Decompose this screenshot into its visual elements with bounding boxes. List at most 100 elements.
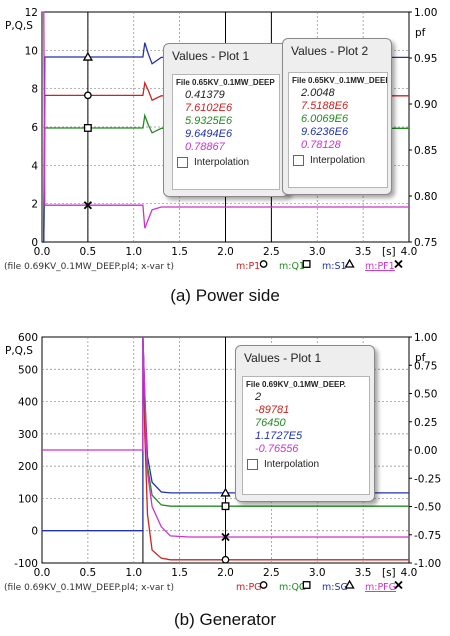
interpolation-checkbox[interactable]: Interpolation — [243, 459, 369, 470]
legend-marker-triangle-icon — [344, 258, 355, 268]
x-tick-label: 4.0 — [401, 567, 418, 579]
y2-tick-label: 0.75 — [414, 237, 437, 249]
caption-generator: (b) Generator — [173, 610, 277, 629]
y2-tick-label: 0.90 — [414, 99, 437, 111]
series-line-m-pg — [142, 336, 409, 561]
legend-label: m:SG — [322, 582, 348, 593]
x-tick-label: 4.0 — [401, 246, 418, 258]
values-box-file: File 0.65KV_0.1MW_DEEP — [176, 78, 275, 87]
y-tick-label: 10 — [25, 45, 38, 57]
legend-label: m:P1 — [236, 261, 260, 272]
file-footer: (file 0.69KV_0.1MW_DEEP.pl4; x-var t) — [4, 262, 174, 272]
plot-generator: 0.0 0.5 1.0 1.5 2.0 2.5 3.0 3.5 4.0[s]-100010020… — [4, 332, 441, 593]
x-tick-label: 2.0 — [217, 567, 234, 579]
value-time: 2.0048 — [301, 87, 335, 99]
interpolation-label: Interpolation — [310, 155, 366, 166]
checkbox-icon[interactable] — [247, 459, 258, 470]
x-tick-label: 3.5 — [355, 567, 372, 579]
series-marker — [221, 555, 230, 564]
value-q: 6.0069E6 — [301, 113, 349, 125]
interpolation-checkbox[interactable]: Interpolation — [173, 157, 279, 168]
checkbox-icon[interactable] — [293, 155, 304, 166]
x-tick-label: 0.5 — [80, 246, 97, 258]
values-box-plot1-power[interactable]: Values - Plot 1 File 0.65KV_0.1MW_DEEP 0… — [163, 43, 289, 197]
series-line-m-pf1 — [42, 11, 409, 229]
x-tick-label: 1.0 — [125, 567, 142, 579]
y2-tick-label: 0.85 — [414, 145, 437, 157]
series-marker — [83, 124, 92, 132]
legend-marker-square-icon — [302, 581, 311, 589]
y-tick-label: 100 — [18, 493, 38, 505]
series-marker — [220, 487, 231, 497]
x-axis-unit: [s] — [382, 567, 396, 579]
y-axis-label: P,Q,S — [5, 20, 33, 32]
legend-label: m:PG — [236, 582, 262, 593]
y-tick-label: 600 — [18, 332, 38, 344]
y2-tick-label: 0.50 — [414, 389, 437, 401]
values-box-title: Values - Plot 2 — [291, 44, 369, 58]
y-tick-label: 2 — [31, 199, 38, 211]
legend-marker-x-icon — [394, 259, 403, 269]
interpolation-checkbox[interactable]: Interpolation — [289, 155, 387, 166]
series-marker — [84, 91, 92, 100]
value-s: 1.1727E5 — [255, 430, 303, 442]
y-axis-label: P,Q,S — [5, 345, 33, 357]
legend-marker-circle-icon — [259, 581, 268, 589]
value-p: 7.5188E6 — [301, 100, 349, 112]
legend-marker-square-icon — [302, 260, 311, 268]
series-marker — [221, 502, 230, 511]
legend-label: m:QG — [279, 582, 306, 593]
y2-tick-label: 0.95 — [414, 53, 437, 65]
value-q: 76450 — [255, 417, 286, 429]
x-tick-label: 0.5 — [80, 567, 97, 579]
y-tick-label: 0 — [31, 237, 38, 249]
y2-tick-label: -0.50 — [414, 502, 441, 514]
legend-marker-triangle-icon — [344, 579, 355, 589]
y2-tick-label: 0.75 — [414, 360, 437, 372]
x-tick-label: 2.5 — [263, 246, 280, 258]
y-tick-label: -100 — [14, 558, 38, 570]
legend-label: m:S1 — [322, 261, 347, 272]
values-box-title: Values - Plot 1 — [172, 49, 250, 63]
x-tick-label: 0.0 — [34, 246, 51, 258]
y2-tick-label: 1.00 — [414, 332, 437, 344]
x-tick-label: 1.5 — [171, 246, 188, 258]
y2-tick-label: -1.00 — [414, 558, 441, 570]
legend-label: m:Q1 — [279, 261, 305, 272]
y-tick-label: 300 — [18, 429, 38, 441]
value-p: 7.6102E6 — [185, 102, 233, 114]
legend-label: m:PF1 — [365, 261, 395, 272]
series-marker — [82, 51, 93, 61]
series-line-m-pfg — [42, 336, 409, 538]
y-tick-label: 4 — [31, 160, 38, 172]
value-pf: -0.76556 — [255, 443, 299, 455]
series-marker — [83, 201, 93, 210]
value-s: 9.6236E6 — [301, 126, 349, 138]
values-box-title: Values - Plot 1 — [244, 351, 322, 365]
y2-tick-label: 1.00 — [414, 7, 437, 19]
x-tick-label: 1.0 — [125, 246, 142, 258]
interpolation-label: Interpolation — [194, 157, 250, 168]
value-q: 5.9325E6 — [185, 115, 233, 127]
x-tick-label: 1.5 — [171, 567, 188, 579]
value-pf: 0.78128 — [301, 139, 341, 151]
values-box-plot1-generator[interactable]: Values - Plot 1 File 0.69KV_0.1MW_DEEP. … — [235, 345, 375, 502]
y2-tick-label: 0.80 — [414, 191, 437, 203]
values-box-file: File 0.65KV_0.1MW_DEEP — [292, 76, 387, 85]
file-footer: (file 0.69KV_0.1MW_DEEP.pl4; x-var t) — [4, 583, 174, 593]
x-tick-label: 3.5 — [355, 246, 372, 258]
y-tick-label: 500 — [18, 364, 38, 376]
x-tick-label: 2.5 — [263, 567, 280, 579]
value-s: 9.6494E6 — [185, 128, 233, 140]
y2-tick-label: -0.75 — [414, 530, 441, 542]
y-tick-label: 6 — [31, 122, 38, 134]
x-tick-label: 2.0 — [217, 246, 234, 258]
legend-label: m:PFG — [365, 582, 396, 593]
checkbox-icon[interactable] — [177, 157, 188, 168]
value-time: 0.41379 — [185, 89, 225, 101]
values-box-plot2-power[interactable]: Values - Plot 2 File 0.65KV_0.1MW_DEEP 2… — [282, 38, 392, 195]
y-tick-label: 400 — [18, 397, 38, 409]
y-tick-label: 8 — [31, 84, 38, 96]
y-tick-label: 12 — [25, 7, 38, 19]
caption-power-side: (a) Power side — [170, 286, 280, 305]
